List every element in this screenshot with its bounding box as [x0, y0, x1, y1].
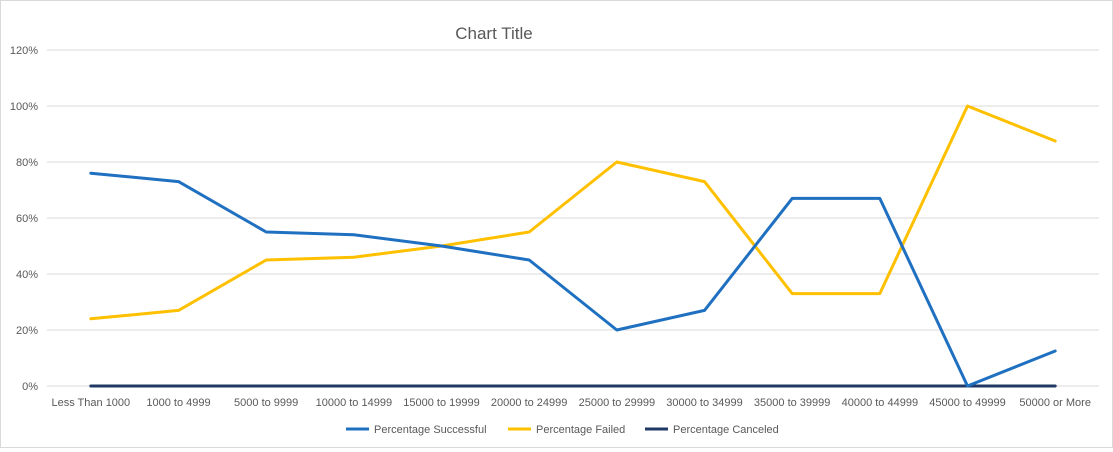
legend: Percentage Successful Percentage Failed Pe…	[346, 424, 779, 436]
x-tick-label: 25000 to 29999	[579, 397, 655, 409]
y-tick-label: 40%	[16, 269, 38, 281]
x-tick-label: 1000 to 4999	[146, 397, 210, 409]
legend-label: Percentage Failed	[536, 424, 625, 436]
legend-label: Percentage Successful	[374, 424, 487, 436]
y-tick-label: 120%	[10, 45, 38, 57]
x-axis-tick-labels: Less Than 1000 1000 to 4999 5000 to 9999 10…	[51, 397, 1090, 409]
y-tick-label: 0%	[22, 381, 38, 393]
x-tick-label: 40000 to 44999	[842, 397, 918, 409]
series-line-percentage-successful	[89, 171, 1057, 388]
x-tick-label: 5000 to 9999	[234, 397, 298, 409]
y-tick-label: 60%	[16, 213, 38, 225]
x-tick-label: 10000 to 14999	[316, 397, 392, 409]
x-tick-label: 50000 or More	[1019, 397, 1091, 409]
x-tick-label: Less Than 1000	[51, 397, 130, 409]
y-axis-tick-labels: 0% 20% 40% 60% 80% 100% 120%	[10, 45, 38, 393]
x-tick-label: 20000 to 24999	[491, 397, 567, 409]
x-tick-label: 35000 to 39999	[754, 397, 830, 409]
y-tick-label: 20%	[16, 325, 38, 337]
y-tick-label: 80%	[16, 157, 38, 169]
x-tick-label: 30000 to 34999	[666, 397, 742, 409]
series-lines	[89, 104, 1057, 388]
series-line-percentage-failed	[89, 104, 1057, 321]
gridlines	[47, 49, 1099, 387]
y-tick-label: 100%	[10, 101, 38, 113]
legend-label: Percentage Canceled	[673, 424, 779, 436]
x-tick-label: 15000 to 19999	[403, 397, 479, 409]
chart-title: Chart Title	[455, 24, 532, 43]
x-tick-label: 45000 to 49999	[929, 397, 1005, 409]
